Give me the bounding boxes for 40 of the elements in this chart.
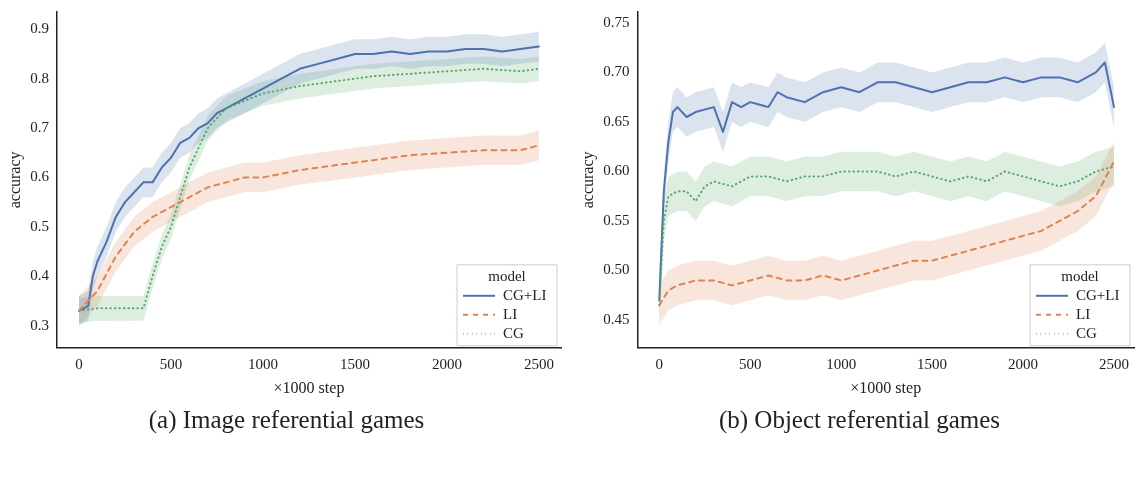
y-tick-label: 0.6 — [30, 168, 50, 185]
x-tick-label: 0 — [75, 355, 83, 372]
y-tick-label: 0.5 — [30, 217, 49, 234]
y-tick-label: 0.50 — [603, 261, 630, 278]
y-tick-label: 0.9 — [30, 20, 49, 37]
x-tick-label: 2000 — [431, 355, 462, 372]
y-tick-label: 0.70 — [603, 63, 630, 80]
legend-title: model — [488, 267, 526, 284]
x-tick-label: 1000 — [826, 355, 857, 372]
x-tick-label: 500 — [159, 355, 183, 372]
legend-label: LI — [1076, 305, 1091, 322]
x-tick-label: 0 — [655, 355, 664, 372]
y-tick-label: 0.65 — [603, 112, 630, 129]
legend-label: CG+LI — [1076, 286, 1120, 303]
x-tick-label: 2000 — [1008, 355, 1039, 372]
legend-label: CG — [503, 324, 524, 341]
x-tick-label: 2500 — [1098, 355, 1129, 372]
y-tick-label: 0.55 — [603, 211, 630, 228]
y-tick-label: 0.75 — [603, 13, 630, 30]
y-tick-label: 0.8 — [30, 69, 49, 86]
y-axis-title: accuracy — [578, 151, 597, 209]
x-tick-label: 2500 — [523, 355, 554, 372]
text: (b) Object referential games — [718, 406, 1001, 434]
x-tick-label: 1500 — [339, 355, 370, 372]
y-tick-label: 0.3 — [30, 316, 49, 333]
legend-label: CG — [1076, 324, 1097, 341]
y-axis-title: accuracy — [5, 151, 24, 209]
legend-title: model — [1061, 267, 1099, 284]
x-tick-label: 1000 — [247, 355, 278, 372]
legend-label: CG+LI — [503, 286, 547, 303]
y-tick-label: 0.7 — [30, 118, 50, 135]
x-axis-title: ×1000 step — [850, 378, 922, 397]
x-axis-title: ×1000 step — [273, 378, 345, 397]
x-tick-label: 500 — [738, 355, 762, 372]
y-tick-label: 0.4 — [30, 267, 50, 284]
x-tick-label: 1500 — [917, 355, 948, 372]
text: (a) Image referential games — [148, 406, 425, 434]
y-tick-label: 0.45 — [603, 311, 630, 327]
legend-label: LI — [503, 305, 518, 322]
y-tick-label: 0.60 — [603, 162, 630, 179]
